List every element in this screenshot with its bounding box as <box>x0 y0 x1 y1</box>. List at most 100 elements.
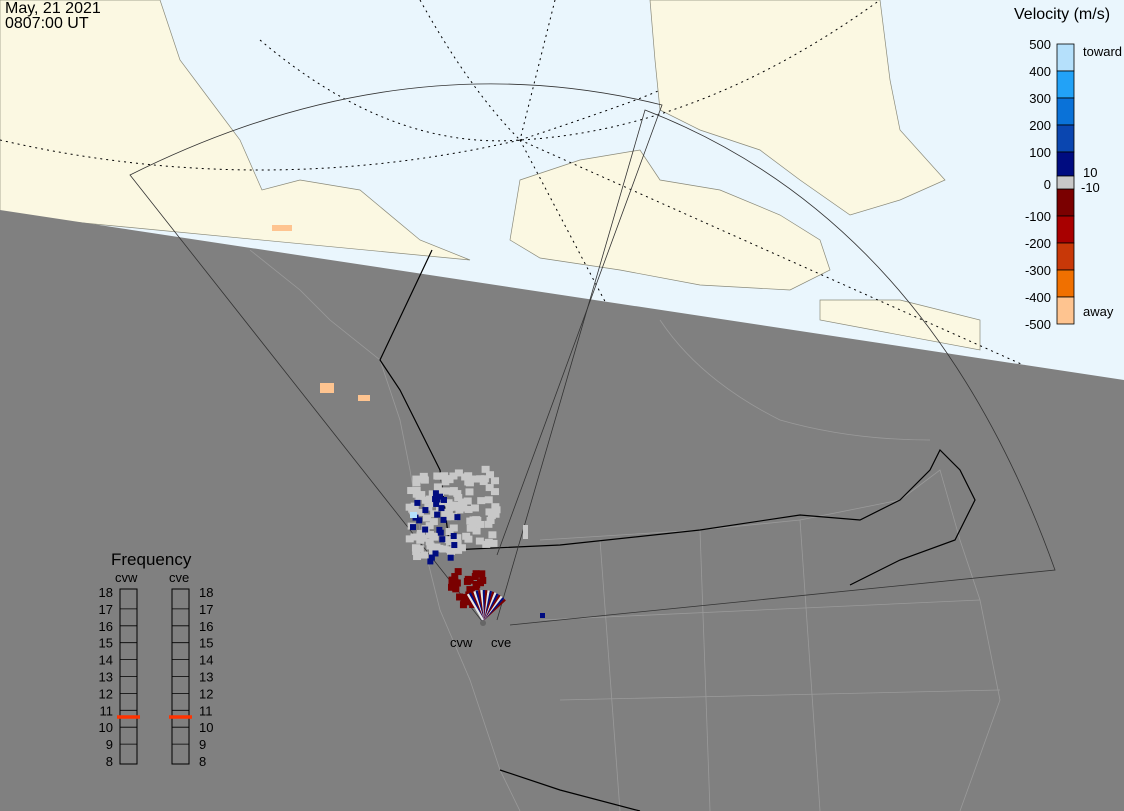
colorbar-segment <box>1056 296 1075 325</box>
scatter-cell <box>457 544 466 552</box>
scatter-cell <box>481 465 490 473</box>
colorbar-segment <box>1056 43 1075 72</box>
scatter-cell <box>454 494 463 502</box>
colorbar-tick-label: -300 <box>1025 263 1051 278</box>
scatter-cell <box>428 490 437 498</box>
fov-cvw <box>129 83 663 626</box>
scatter-cell <box>413 553 422 561</box>
night-terminator-shade <box>0 210 1124 811</box>
scatter-cell <box>463 497 472 505</box>
scatter-cell <box>470 504 479 512</box>
scatter-cell <box>454 469 463 477</box>
scatter-cell <box>433 483 442 491</box>
scatter-cell <box>440 516 447 523</box>
scatter-cell <box>447 554 454 561</box>
scatter-cell <box>472 583 480 591</box>
frequency-tick-label: 14 <box>199 653 213 668</box>
colorbar-tick-label: -400 <box>1025 290 1051 305</box>
scatter-cell <box>428 554 435 561</box>
scatter-cell <box>415 508 424 516</box>
scatter-cell <box>478 570 486 578</box>
grid-lines <box>0 0 1124 411</box>
scatter-cell <box>462 532 471 540</box>
scatter-cell <box>441 510 450 518</box>
radar-site-marker <box>480 620 486 626</box>
frequency-tick-label: 10 <box>199 720 213 735</box>
colorbar-away: away <box>1083 304 1114 319</box>
scatter-cell <box>449 524 458 532</box>
scatter-cell <box>432 490 439 497</box>
scatter-cell <box>425 522 434 530</box>
frequency-title: Frequency <box>111 550 192 569</box>
scatter-cell <box>491 477 500 485</box>
backscatter-cells <box>272 225 545 621</box>
scatter-cell <box>469 516 478 524</box>
scatter-cell <box>423 514 432 522</box>
frequency-tick-label: 10 <box>99 720 113 735</box>
scatter-cell <box>484 520 493 528</box>
scatter-cell <box>444 475 453 483</box>
scatter-cell <box>465 488 474 496</box>
colorbar-tick-label: 300 <box>1029 91 1051 106</box>
radar-label-cve: cve <box>491 635 511 650</box>
scatter-cell <box>426 542 435 550</box>
scatter-cell <box>454 568 462 576</box>
land-alaska-north <box>0 0 471 261</box>
scatter-cell <box>438 505 445 512</box>
land-hudson-coast <box>819 299 981 351</box>
scatter-cell <box>434 511 441 518</box>
radar-label-cvw: cvw <box>450 635 473 650</box>
colorbar-segment <box>1056 70 1075 99</box>
scatter-cell <box>358 395 370 401</box>
scatter-cell <box>447 547 456 555</box>
scatter-cell <box>434 496 441 503</box>
scatter-cell <box>454 514 461 521</box>
scatter-cell <box>422 526 429 533</box>
colorbar-tick-label: -100 <box>1025 209 1051 224</box>
scatter-cell <box>272 225 292 231</box>
scatter-cell <box>449 472 458 480</box>
frequency-tick-label: 17 <box>99 602 113 617</box>
scatter-cell <box>416 517 423 524</box>
scatter-cell <box>412 475 421 483</box>
scatter-cell <box>450 503 459 511</box>
frequency-tick-label: 13 <box>199 670 213 685</box>
scatter-cell <box>471 475 480 483</box>
colorbar-tick-label: -200 <box>1025 236 1051 251</box>
scatter-cell <box>461 473 470 481</box>
scatter-cell <box>477 497 486 505</box>
colorbar-segment <box>1056 97 1075 126</box>
scatter-cell <box>491 510 500 518</box>
scatter-cell <box>440 496 447 503</box>
frequency-radar-cve: cve <box>169 570 189 585</box>
scatter-cell <box>417 491 426 499</box>
radar-fields-of-view <box>129 83 1056 626</box>
scatter-cell <box>462 593 470 601</box>
scatter-cell <box>465 479 474 487</box>
frequency-tick-label: 11 <box>199 703 213 718</box>
scatter-cell <box>412 479 421 487</box>
frequency-tick-label: 9 <box>106 737 113 752</box>
scatter-cell <box>450 532 457 539</box>
scatter-cell <box>432 543 441 551</box>
frequency-tick-label: 12 <box>99 686 113 701</box>
land-arctic-islands <box>509 149 831 291</box>
scatter-cell <box>459 601 467 609</box>
colorbar-title: Velocity (m/s) <box>1014 6 1110 23</box>
scatter-cell <box>410 524 417 531</box>
scatter-cell <box>448 488 457 496</box>
colorbar-segment <box>1056 242 1075 271</box>
scatter-cell <box>416 536 425 544</box>
scatter-cell <box>540 613 545 618</box>
scatter-cell <box>446 538 455 546</box>
land-masses <box>0 0 981 351</box>
scatter-cell <box>407 487 416 495</box>
scatter-cell <box>445 528 454 536</box>
scatter-cell <box>436 526 443 533</box>
land-greenland <box>649 0 946 216</box>
frequency-tick-label: 11 <box>100 703 114 718</box>
scatter-cell <box>453 534 462 542</box>
frequency-tick-label: 9 <box>199 737 206 752</box>
scatter-cell <box>472 527 481 535</box>
frequency-tick-label: 18 <box>99 585 113 600</box>
